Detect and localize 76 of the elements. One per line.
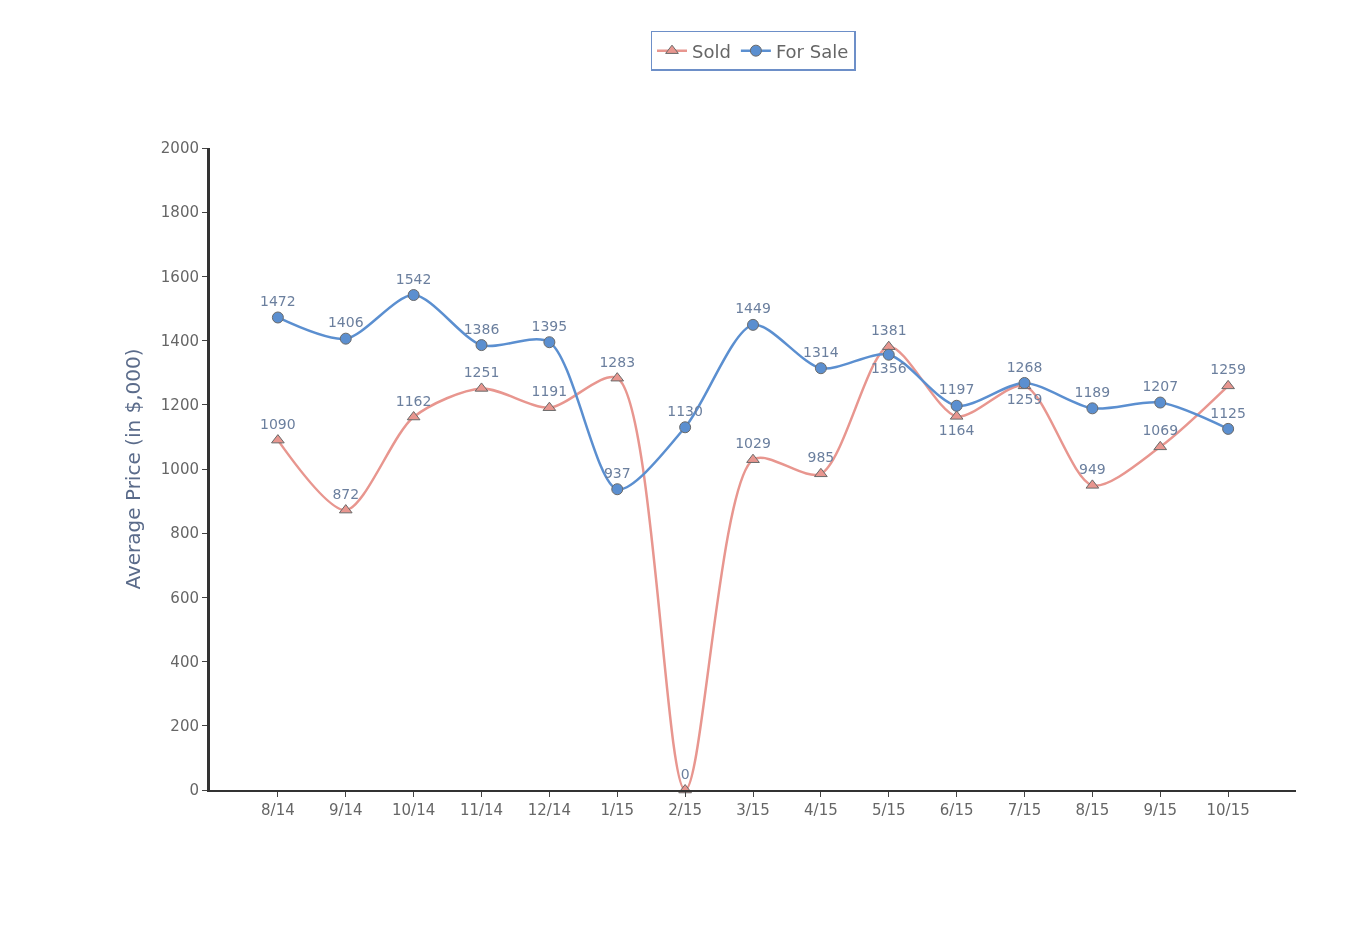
data-label: 1069 <box>1142 422 1179 439</box>
y-tick-label: 800 <box>170 524 199 543</box>
point <box>1086 402 1099 415</box>
point <box>611 483 624 496</box>
point <box>271 434 285 444</box>
y-tick-label: 0 <box>189 781 199 800</box>
point <box>746 453 760 463</box>
data-label: 1395 <box>531 317 568 334</box>
data-label: 1090 <box>260 415 296 432</box>
data-label: 1381 <box>870 322 907 339</box>
point <box>475 339 488 352</box>
data-label: 985 <box>807 449 835 466</box>
y-tick-label: 2000 <box>160 139 199 158</box>
point <box>679 421 692 434</box>
data-label: 1356 <box>870 360 907 377</box>
point <box>271 311 284 324</box>
data-label: 949 <box>1079 460 1106 477</box>
data-label: 1197 <box>938 381 975 398</box>
y-tick-label: 400 <box>170 652 199 671</box>
data-label: 1207 <box>1142 378 1179 395</box>
point <box>814 362 827 375</box>
data-label: 0 <box>680 765 690 782</box>
data-label: 1472 <box>260 293 296 310</box>
point <box>1153 440 1168 451</box>
y-tick-label: 1800 <box>160 203 199 222</box>
data-label: 1251 <box>463 364 500 381</box>
data-label: 937 <box>603 464 631 481</box>
point <box>950 399 963 412</box>
data-label: 872 <box>332 485 360 502</box>
data-label: 1189 <box>1074 383 1111 400</box>
point <box>747 318 759 331</box>
x-tick-label: 10/15 <box>1206 801 1250 819</box>
point <box>1222 422 1235 435</box>
data-label: 1314 <box>803 343 839 360</box>
x-tick-label: 11/14 <box>459 801 504 819</box>
x-tick-label: 5/15 <box>871 801 906 819</box>
y-tick-label: 1000 <box>160 460 199 479</box>
legend-label: For Sale <box>775 40 849 62</box>
x-tick-label: 8/15 <box>1075 801 1110 819</box>
x-tick-label: 6/15 <box>939 801 974 819</box>
x-tick-label: 7/15 <box>1007 801 1042 819</box>
data-label: 1191 <box>531 383 568 400</box>
y-tick-label: 1400 <box>160 331 199 350</box>
data-label: 1386 <box>463 320 500 337</box>
x-tick-label: 2/15 <box>668 801 702 819</box>
data-label: 1162 <box>395 392 432 409</box>
x-tick-label: 10/14 <box>392 801 436 819</box>
data-label: 1449 <box>735 300 771 317</box>
legend-label: Sold <box>692 40 731 62</box>
y-tick-label: 600 <box>170 588 199 607</box>
x-tick-label: 9/15 <box>1143 801 1178 819</box>
x-tick-label: 8/14 <box>261 801 295 819</box>
point <box>814 467 828 478</box>
data-label: 1164 <box>938 421 975 438</box>
x-tick-label: 9/14 <box>328 801 363 819</box>
y-tick-label: 200 <box>170 717 199 736</box>
x-tick-label: 1/15 <box>600 801 635 819</box>
x-tick-label: 4/15 <box>804 801 838 819</box>
data-label: 1268 <box>1006 358 1043 375</box>
point <box>543 336 556 349</box>
data-label: 1259 <box>1210 361 1246 378</box>
point <box>1154 396 1167 409</box>
point <box>407 289 420 302</box>
y-tick-label: 1200 <box>160 396 199 415</box>
x-tick-label: 12/14 <box>527 801 571 819</box>
point <box>882 348 895 361</box>
y-axis-title: Average Price (in $,000) <box>121 348 146 590</box>
point <box>339 332 352 345</box>
data-label: 1029 <box>735 435 771 452</box>
x-tick-label: 3/15 <box>736 801 770 819</box>
data-label: 1542 <box>395 270 432 287</box>
data-label: 1406 <box>327 314 364 331</box>
y-tick-label: 1600 <box>160 267 199 286</box>
point <box>1221 379 1235 390</box>
data-label: 1283 <box>599 353 636 370</box>
data-label: 1125 <box>1210 404 1246 421</box>
